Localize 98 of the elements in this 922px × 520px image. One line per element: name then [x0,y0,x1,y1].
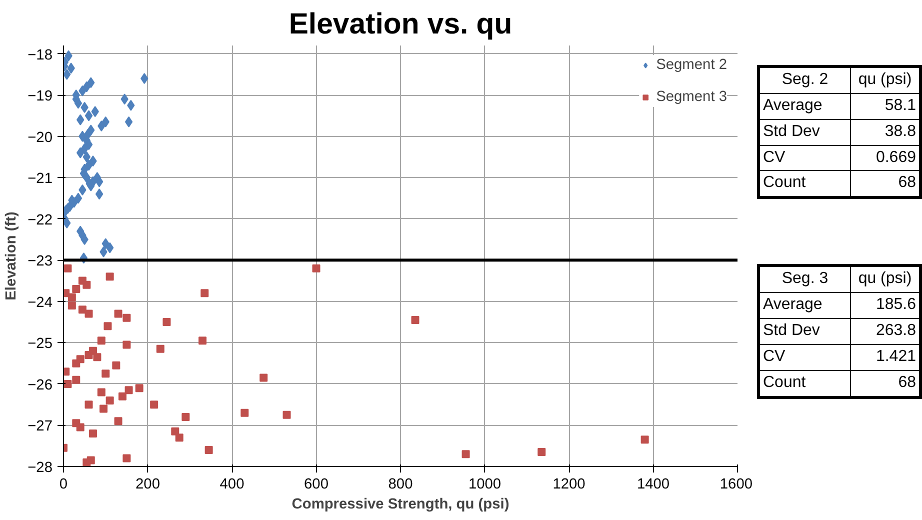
point [78,276,86,285]
x-tick-label: 800 [388,476,413,492]
text: qu (psi) [850,266,920,293]
y-tick-label: −25 [28,336,53,352]
text: CV [758,145,850,171]
point [200,289,209,298]
point [124,116,133,128]
y-tick-label: −22 [28,212,53,228]
text: 68 [850,170,920,198]
point [100,404,108,413]
point [204,446,213,454]
point [122,454,131,462]
point [411,316,420,324]
point [88,429,97,438]
text: 58.1 [850,93,920,120]
point [312,264,320,272]
y-tick-label: −26 [28,377,53,394]
point [102,370,110,378]
y-tick-label: −19 [28,88,53,105]
point [162,318,171,326]
y-tick-label: −20 [28,130,53,146]
x-tick-label: 600 [304,476,328,492]
point [240,408,249,417]
point [68,293,76,302]
text: CV [758,344,850,370]
point [106,396,114,404]
x-tick-label: 1600 [720,476,753,492]
point [84,110,93,122]
point [74,192,82,204]
y-tick-label: −27 [28,418,53,435]
point [97,336,106,345]
point [64,264,72,272]
text: Seg. 3 [758,266,850,293]
point [84,400,93,409]
point [175,434,184,442]
point [171,427,180,436]
chart-title: Elevation vs. qu [288,8,512,40]
y-tick-label: −21 [28,171,53,188]
text: 0.669 [850,145,920,171]
point [462,450,470,458]
point [198,336,207,345]
point [68,302,76,310]
y-tick-label: −23 [28,254,53,270]
point [104,322,112,330]
text: 185.6 [850,292,920,319]
point [135,384,144,392]
point [72,359,80,368]
point [260,374,268,382]
point [182,412,190,421]
point [122,340,131,349]
x-tick-label: 200 [136,476,160,492]
point [156,344,164,353]
text: Count [758,170,850,198]
point [86,456,95,464]
legend-label: Segment 2 [656,57,727,73]
text: qu (psi) [850,66,920,94]
point [93,353,102,362]
text: Std Dev [758,119,850,146]
point [114,310,122,318]
x-tick-label: 1200 [552,476,586,492]
point [97,388,106,396]
point [95,188,104,200]
text: Average [758,292,850,319]
point [640,436,649,444]
y-tick-label: −18 [28,47,53,64]
text: Seg. 2 [758,66,850,94]
x-tick-label: 1400 [636,476,670,492]
point [282,410,291,419]
point [84,310,93,318]
y-axis-title: Elevation (ft) [4,212,20,300]
point [64,380,72,388]
point [150,400,158,409]
text: Average [758,93,850,120]
text: 68 [850,370,920,398]
point [76,423,84,432]
point [72,376,80,384]
point [118,392,126,400]
point [72,285,80,294]
point [112,361,120,370]
point [78,306,86,314]
text: 1.421 [850,344,920,370]
point [84,139,93,150]
x-tick-label: 0 [59,476,68,492]
x-axis-title: Compressive Strength, qu (psi) [292,496,510,512]
x-tick-label: 1000 [468,476,502,492]
legend-label: Segment 3 [656,89,727,105]
text: Count [758,370,850,398]
y-tick-label: −28 [28,460,53,476]
x-tick-label: 400 [220,476,244,492]
y-tick-label: −24 [28,294,53,311]
point [114,417,122,426]
point [106,272,114,281]
text: 263.8 [850,318,920,344]
point [538,448,546,456]
point [124,386,133,394]
text: Std Dev [758,318,850,344]
text: 38.8 [850,119,920,146]
point [122,314,131,322]
